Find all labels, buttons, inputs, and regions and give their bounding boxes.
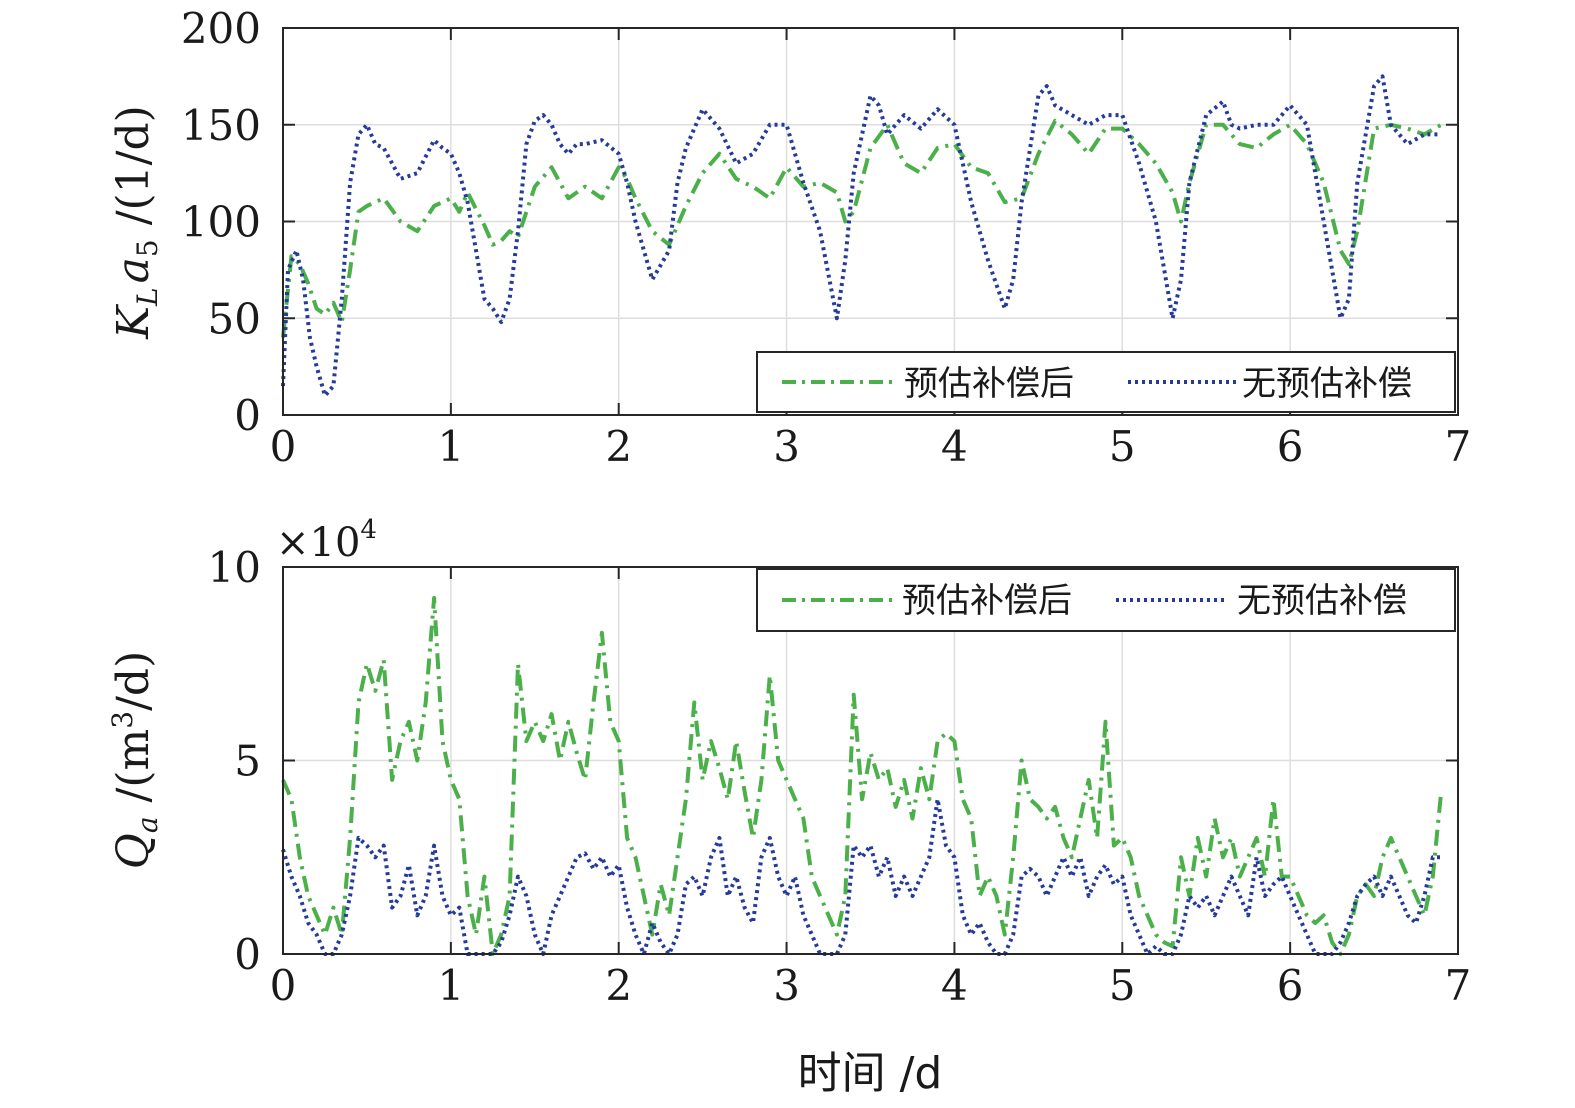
kla5-y-axis-label: KLa5 /(1/d) (108, 105, 164, 340)
x-axis-label: 时间 /d (798, 1048, 943, 1099)
qa-series-green-line (281, 596, 1444, 956)
qa-x-tick-label: 4 (941, 961, 968, 1010)
qa-legend: 预估补偿后 无预估补偿 (756, 568, 1456, 632)
qa-y-tick-label: 0 (234, 930, 261, 979)
qa-y-tick-label: 5 (234, 737, 261, 786)
kla5-ticks (282, 27, 1459, 416)
qa-x-tick-label: 2 (605, 961, 632, 1010)
qa-x-tick-label: 1 (437, 961, 464, 1010)
qa-x-tick-label: 6 (1277, 961, 1304, 1010)
kla5-legend-label-blue: 无预估补偿 (1242, 364, 1412, 404)
kla5-x-tick-label: 1 (437, 422, 464, 471)
kla5-x-tick-label: 3 (773, 422, 800, 471)
qa-plot: 0 1 2 3 4 5 6 7 0 5 10 ×104 Qa /(m3/d) 预估补偿后 无预估补偿 (106, 515, 1471, 1010)
kla5-legend-label-green: 预估补偿后 (904, 364, 1074, 404)
qa-tick-labels: 0 1 2 3 4 5 6 7 0 5 10 (208, 543, 1472, 1010)
qa-x-tick-label: 0 (270, 961, 297, 1010)
kla5-x-tick-label: 7 (1445, 422, 1472, 471)
kla5-x-tick-label: 0 (270, 422, 297, 471)
kla5-x-tick-label: 2 (605, 422, 632, 471)
qa-y-axis-label: Qa /(m3/d) (106, 651, 164, 869)
qa-x-tick-label: 5 (1109, 961, 1136, 1010)
kla5-y-tick-label: 150 (181, 101, 261, 150)
qa-x-tick-label: 3 (773, 961, 800, 1010)
qa-legend-label-green: 预估补偿后 (902, 581, 1072, 621)
kla5-y-tick-label: 200 (181, 4, 261, 53)
kla5-x-tick-label: 4 (941, 422, 968, 471)
kla5-x-tick-label: 5 (1109, 422, 1136, 471)
qa-legend-label-blue: 无预估补偿 (1237, 581, 1407, 621)
kla5-y-tick-label: 100 (181, 198, 261, 247)
kla5-plot: 0 1 2 3 4 5 6 7 0 50 100 150 200 KLa5 /(1/d) 预估补偿后 无… (108, 4, 1471, 471)
kla5-x-tick-label: 6 (1277, 422, 1304, 471)
qa-y-tick-label: 10 (208, 543, 261, 592)
qa-x-tick-label: 7 (1445, 961, 1472, 1010)
qa-multiplier: ×104 (276, 515, 377, 566)
kla5-tick-labels: 0 1 2 3 4 5 6 7 0 50 100 150 200 (181, 4, 1472, 471)
kla5-y-tick-label: 0 (234, 391, 261, 440)
kla5-legend: 预估补偿后 无预估补偿 (756, 351, 1456, 413)
kla5-grid (283, 28, 1458, 415)
kla5-y-tick-label: 50 (208, 294, 261, 343)
